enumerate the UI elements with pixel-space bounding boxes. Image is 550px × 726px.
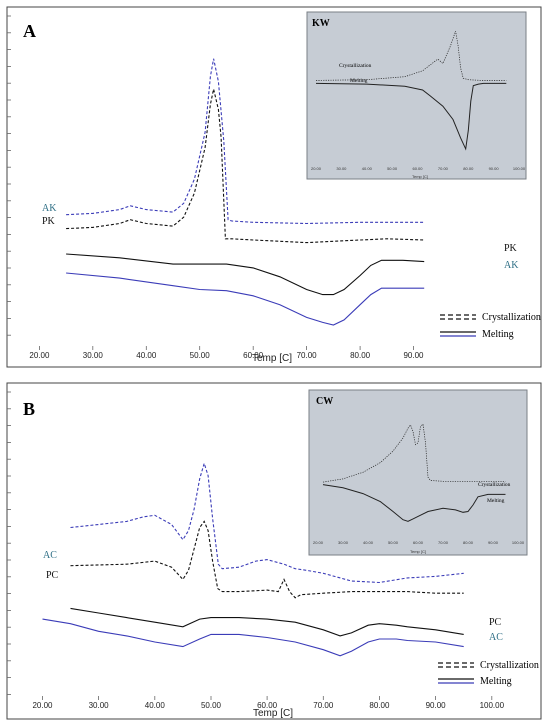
ak-melting-line xyxy=(66,272,425,326)
inset-x-tick-label: 90.00 xyxy=(489,166,500,171)
x-tick-label: 20.00 xyxy=(32,701,53,710)
x-tick-label: 40.00 xyxy=(136,351,157,360)
series-label-pk: PK xyxy=(504,243,518,254)
x-tick-label: 70.00 xyxy=(313,701,334,710)
inset-melting-line xyxy=(322,484,506,522)
series-label-pc: PC xyxy=(46,570,59,581)
panel-a-legend: Crystallization Melting xyxy=(440,312,541,340)
ac-melting-line xyxy=(42,618,464,657)
panel-b-x-ticks: 20.00 30.00 40.00 50.00 60.00 70.00 80.00 90.00… xyxy=(32,696,505,710)
pk-melting-line xyxy=(66,253,425,296)
legend-b-crystallization-label: Crystallization xyxy=(480,660,539,671)
inset-x-tick-label: 40.00 xyxy=(362,166,373,171)
series-label-ac: AC xyxy=(489,632,503,643)
inset-cw-x-ticks: 20.00 30.00 40.00 50.00 60.00 70.00 80.00 90.00… xyxy=(313,540,525,545)
x-tick-label: 60.00 xyxy=(243,351,264,360)
inset-x-tick-label: 30.00 xyxy=(338,540,349,545)
ak-crystallization-line xyxy=(66,58,425,225)
series-label-ac: AC xyxy=(43,550,57,561)
panel-b-series: AC PC PC AC xyxy=(42,461,503,657)
panel-a-series: AK PK PK AK xyxy=(42,58,519,326)
inset-x-tick-label: 50.00 xyxy=(388,540,399,545)
pk-crystallization-line xyxy=(66,88,425,244)
x-tick-label: 100.00 xyxy=(480,701,505,710)
inset-kw-background xyxy=(306,11,527,180)
panel-b-y-ticks xyxy=(7,391,11,695)
panel-b-x-axis-label: Temp [C] xyxy=(253,708,293,719)
x-tick-label: 50.00 xyxy=(201,701,222,710)
panel-a-x-ticks: 20.00 30.00 40.00 50.00 60.00 70.00 80.00 90.00 xyxy=(29,346,424,360)
x-tick-label: 20.00 xyxy=(29,351,50,360)
inset-x-tick-label: 60.00 xyxy=(412,166,423,171)
x-tick-label: 90.00 xyxy=(403,351,424,360)
inset-cw-background xyxy=(308,389,528,556)
inset-x-tick-label: 70.00 xyxy=(438,166,449,171)
x-tick-label: 70.00 xyxy=(297,351,318,360)
ac-crystallization-line xyxy=(70,461,464,584)
inset-kw-lines xyxy=(315,30,507,151)
inset-x-tick-label: 80.00 xyxy=(463,540,474,545)
inset-x-tick-label: 30.00 xyxy=(336,166,347,171)
inset-x-tick-label: 50.00 xyxy=(387,166,398,171)
inset-cw-title: CW xyxy=(316,396,333,407)
panel-b-label: B xyxy=(23,399,35,419)
x-tick-label: 80.00 xyxy=(369,701,390,710)
panel-a-y-ticks xyxy=(7,15,11,336)
inset-x-tick-label: 20.00 xyxy=(311,166,322,171)
legend-a-crystallization-label: Crystallization xyxy=(482,312,541,323)
inset-kw-crystallization-label: Crystallization xyxy=(339,63,372,69)
pc-melting-line xyxy=(70,607,464,637)
x-tick-label: 30.00 xyxy=(83,351,104,360)
x-tick-label: 90.00 xyxy=(426,701,447,710)
inset-x-tick-label: 90.00 xyxy=(488,540,499,545)
x-tick-label: 50.00 xyxy=(190,351,211,360)
panel-a-label: A xyxy=(23,21,36,41)
inset-cw-x-label: Temp [C] xyxy=(410,549,426,554)
inset-x-tick-label: 40.00 xyxy=(363,540,374,545)
inset-x-tick-label: 100.00 xyxy=(513,166,526,171)
panel-a-inset-kw: KW Crystallization Melting 20.00 30.00 40.… xyxy=(306,11,527,180)
x-tick-label: 80.00 xyxy=(350,351,371,360)
series-label-ak: AK xyxy=(504,260,519,271)
inset-x-tick-label: 80.00 xyxy=(463,166,474,171)
inset-cw-lines xyxy=(322,423,506,522)
panel-b-inset-cw: CW Crystallization Melting 20.00 30.00 40.… xyxy=(308,389,528,556)
inset-cw-crystallization-label: Crystallization xyxy=(478,482,511,488)
legend-a-melting-label: Melting xyxy=(482,329,514,340)
legend-b-melting-label: Melting xyxy=(480,676,512,687)
x-tick-label: 60.00 xyxy=(257,701,278,710)
series-label-pc: PC xyxy=(489,617,502,628)
inset-x-tick-label: 60.00 xyxy=(413,540,424,545)
series-label-ak: AK xyxy=(42,203,57,214)
inset-x-tick-label: 70.00 xyxy=(438,540,449,545)
inset-cw-melting-label: Melting xyxy=(487,498,505,504)
inset-kw-title: KW xyxy=(312,18,330,29)
x-tick-label: 40.00 xyxy=(145,701,166,710)
inset-x-tick-label: 20.00 xyxy=(313,540,324,545)
inset-crystallization-line xyxy=(322,423,506,483)
panel-b: B 20.00 30.00 40.00 50.00 60.00 70.00 80.00 90.… xyxy=(6,382,542,720)
x-tick-label: 30.00 xyxy=(89,701,110,710)
inset-melting-line xyxy=(315,82,507,151)
panel-b-legend: Crystallization Melting xyxy=(438,660,539,687)
inset-crystallization-line xyxy=(315,30,507,81)
panel-a-x-axis-label: Temp [C] xyxy=(252,353,292,364)
inset-kw-x-label: Temp [C] xyxy=(412,174,428,179)
pc-crystallization-line xyxy=(70,520,464,599)
inset-kw-melting-label: Melting xyxy=(350,78,368,84)
inset-x-tick-label: 100.00 xyxy=(512,540,525,545)
series-label-pk: PK xyxy=(42,216,56,227)
inset-kw-x-ticks: 20.00 30.00 40.00 50.00 60.00 70.00 80.00 90.00… xyxy=(311,166,526,171)
panel-a: A 20.00 30.00 40.00 50.00 60.00 70.00 80.00 90.… xyxy=(6,6,542,368)
